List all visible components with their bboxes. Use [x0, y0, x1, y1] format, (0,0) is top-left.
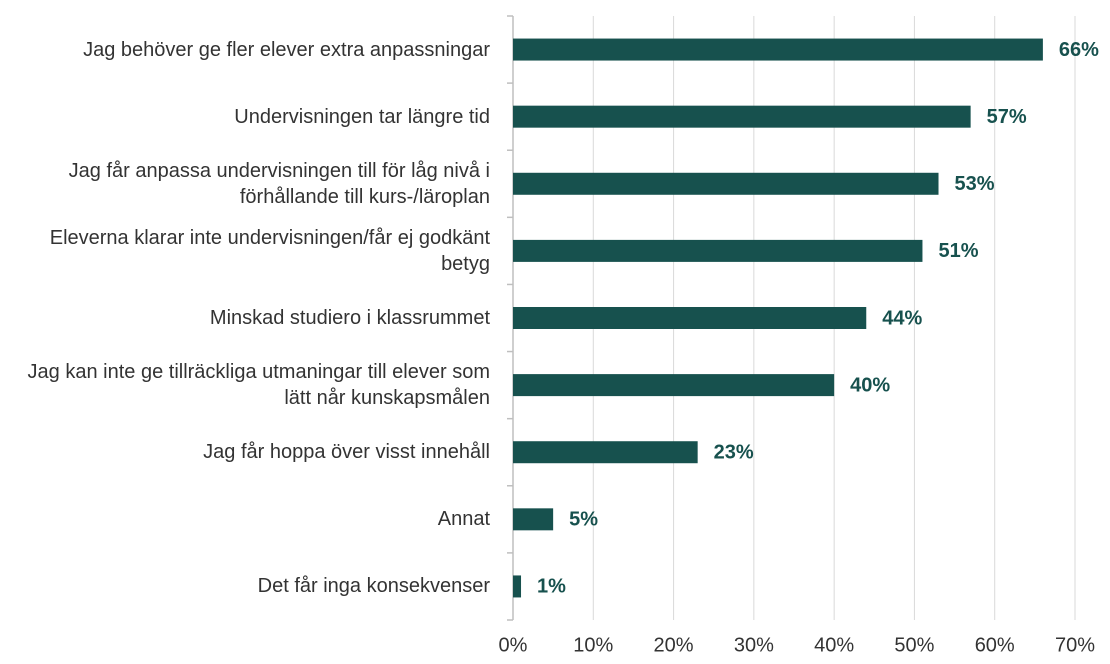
x-tick-label: 0%	[499, 634, 528, 656]
value-label: 1%	[537, 576, 566, 598]
value-label: 40%	[850, 374, 890, 396]
x-tick-label: 40%	[814, 634, 854, 656]
value-label: 51%	[938, 240, 978, 262]
y-tick-label: Det får inga konsekvenser	[257, 575, 490, 598]
y-tick-label: Undervisningen tar längre tid	[234, 105, 490, 128]
y-tick-label: Minskad studiero i klassrummet	[209, 307, 490, 329]
value-label: 66%	[1059, 39, 1099, 61]
bar	[513, 38, 1043, 61]
value-label: 5%	[569, 509, 598, 531]
value-label: 23%	[714, 442, 754, 464]
x-tick-label: 50%	[894, 634, 934, 656]
x-tick-label: 20%	[654, 634, 694, 656]
y-tick-label: Annat	[437, 508, 490, 531]
bar	[513, 105, 971, 128]
bar	[513, 441, 698, 464]
value-label: 44%	[882, 307, 922, 329]
value-label: 53%	[955, 173, 995, 195]
x-tick-label: 70%	[1055, 634, 1095, 656]
bar	[513, 239, 923, 262]
x-tick-label: 60%	[975, 634, 1015, 656]
y-tick-label: Eleverna klarar inte undervisningen/får …	[49, 226, 490, 275]
y-tick-label: Jag får hoppa över visst innehåll	[203, 441, 490, 464]
x-tick-label: 30%	[734, 634, 774, 656]
bar	[513, 172, 939, 195]
bar	[513, 374, 835, 397]
y-tick-label: Jag kan inte ge tillräckliga utmaningar …	[27, 361, 490, 410]
bar	[513, 307, 867, 329]
bar	[513, 508, 554, 531]
x-tick-label: 10%	[573, 634, 613, 656]
y-tick-label: Jag får anpassa undervisningen till för …	[68, 159, 490, 208]
bar	[513, 575, 522, 598]
y-tick-label: Jag behöver ge fler elever extra anpassn…	[83, 38, 490, 61]
value-label: 57%	[987, 106, 1027, 128]
